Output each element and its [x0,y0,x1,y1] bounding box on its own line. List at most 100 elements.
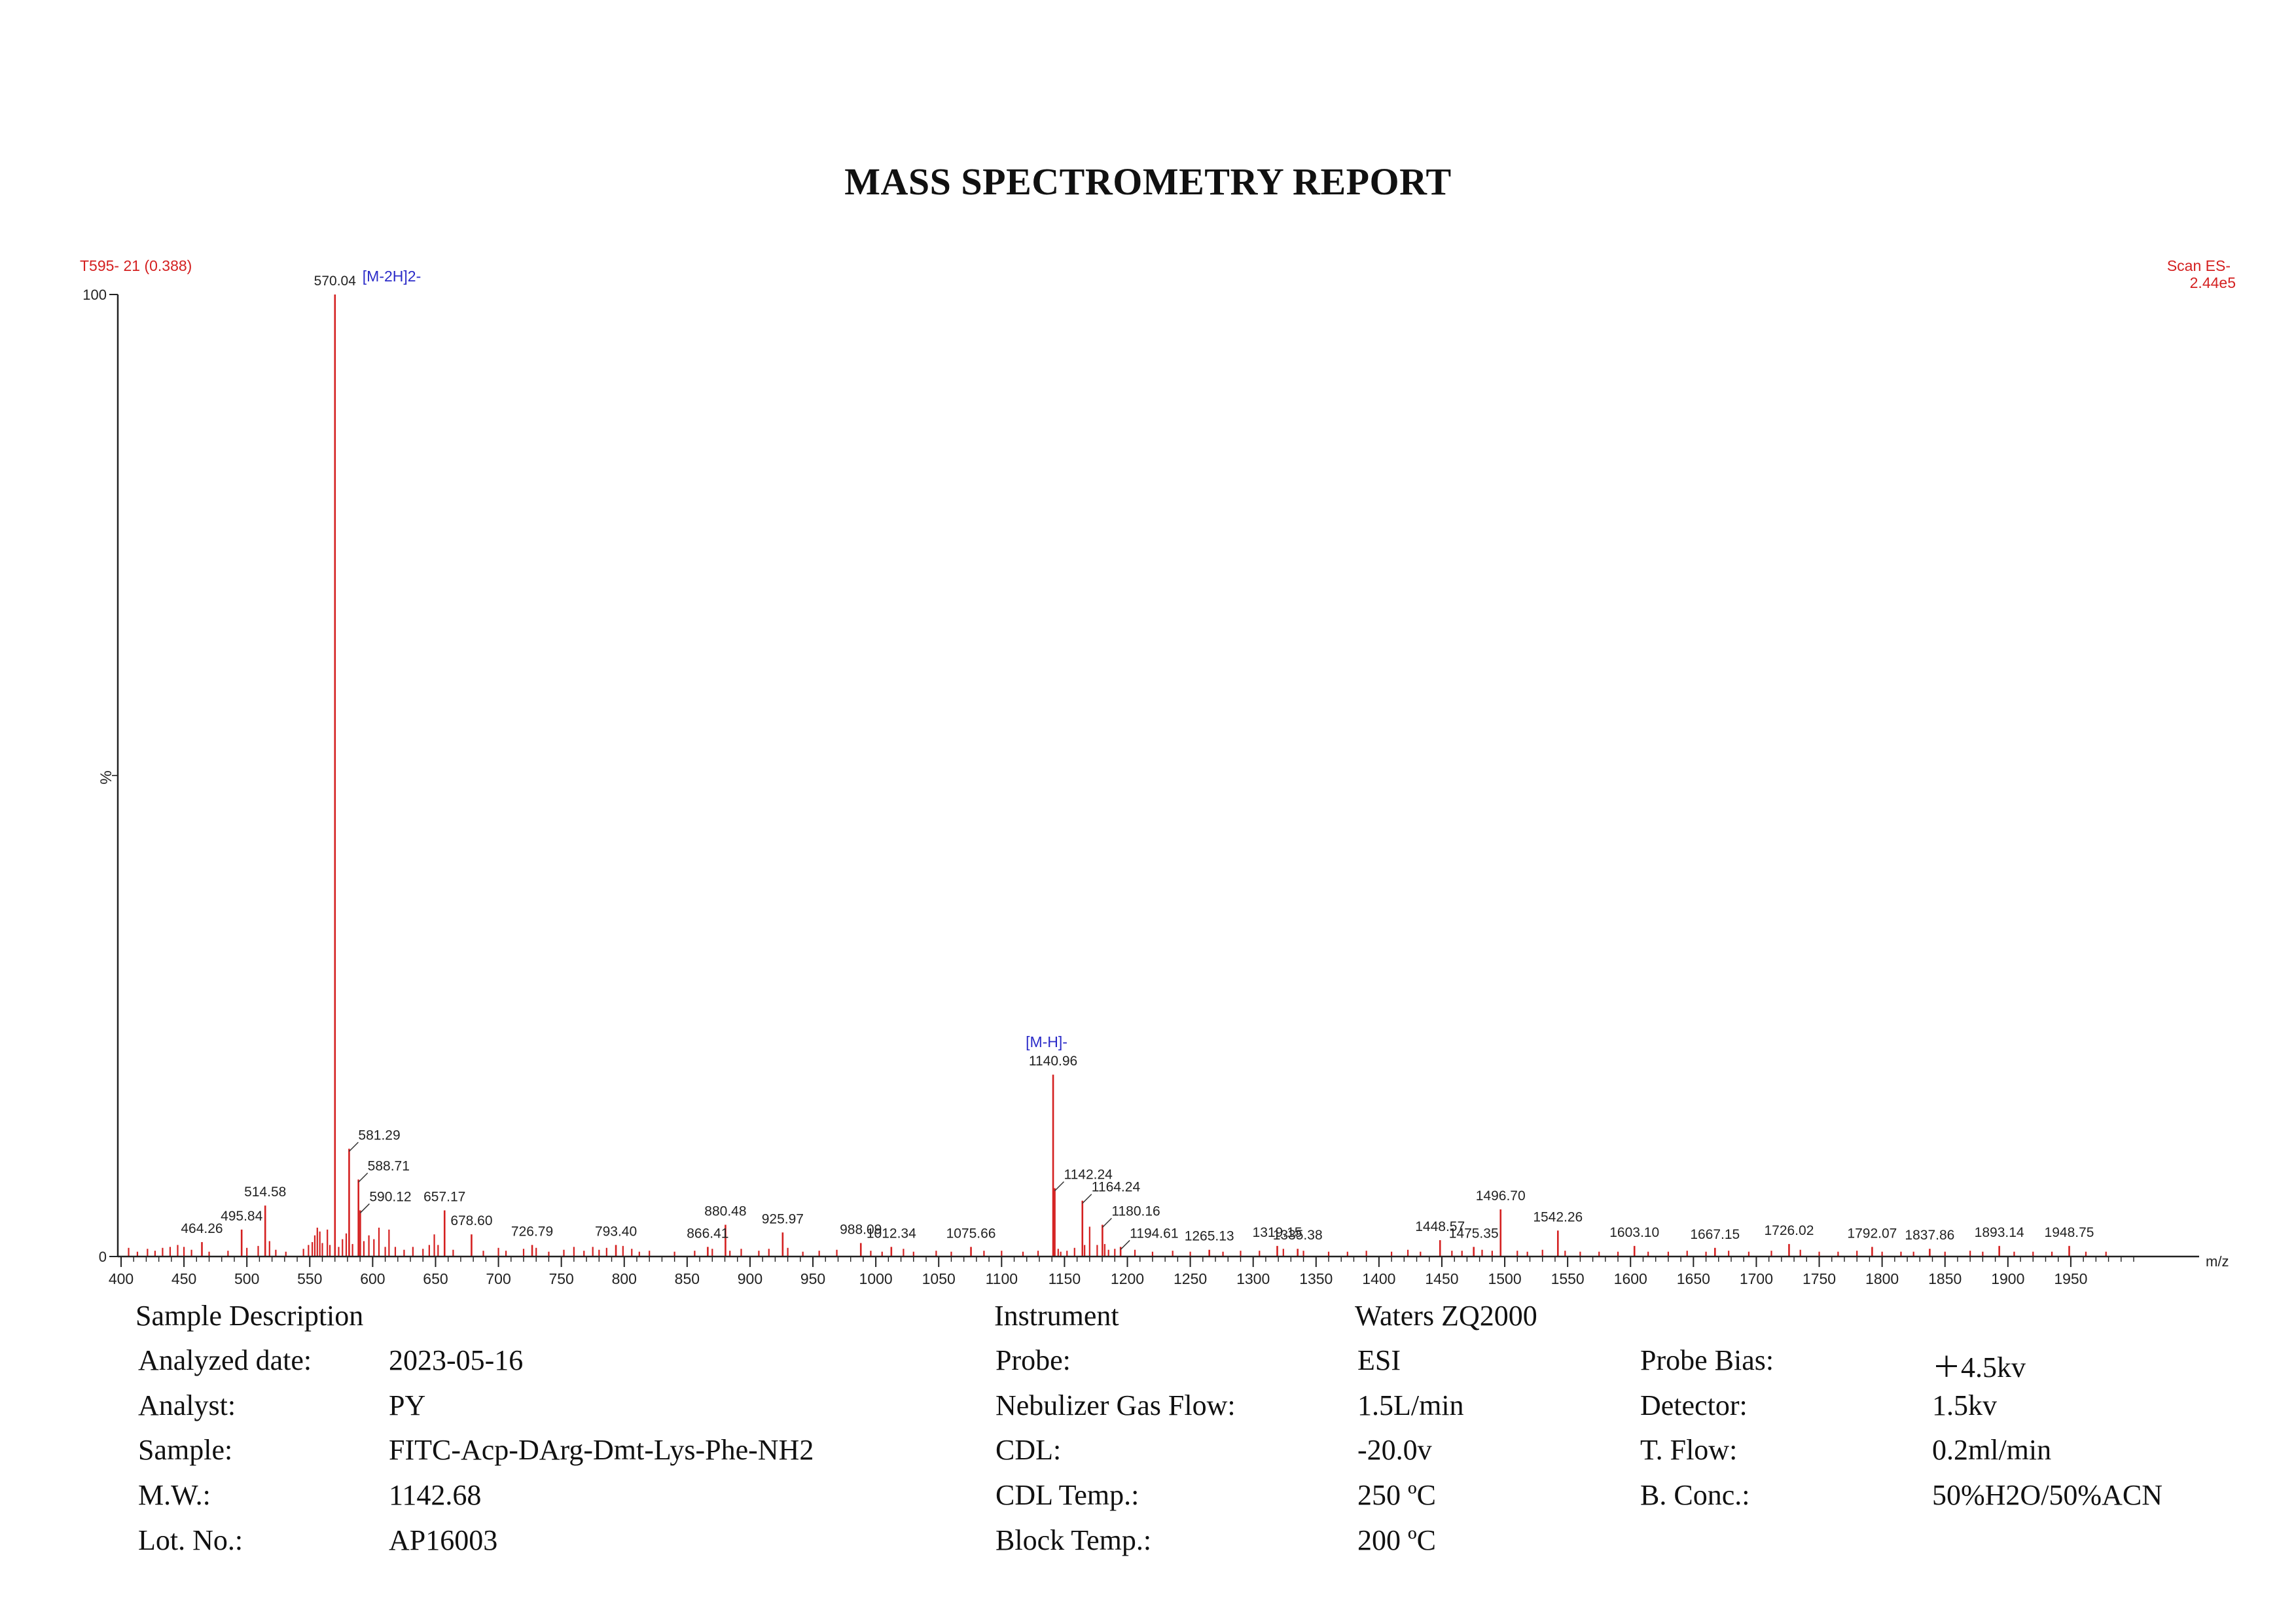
instrument-field-label: Probe: [996,1344,1071,1376]
peak-label: 1075.66 [946,1226,996,1241]
x-axis-label: m/z [2206,1253,2229,1270]
x-tick-label: 900 [738,1270,762,1287]
x-tick-label: 700 [486,1270,511,1287]
sample-field-value: 1142.68 [389,1479,482,1511]
peak-leader-line [348,1141,359,1152]
instrument-name: Waters ZQ2000 [1355,1300,1537,1332]
peak-label: 464.26 [181,1221,223,1236]
instrument-field-value: 50%H2O/50%ACN [1932,1479,2162,1511]
mass-spectrum-chart: 400 450 500 550 600 650 700 750 800 850 900 950 1000… [80,257,2236,1287]
x-tick-label: 1400 [1362,1270,1395,1287]
peak-label: 793.40 [595,1224,637,1239]
sample-field-label: Sample: [138,1434,233,1466]
x-tick-label: 1300 [1236,1270,1270,1287]
peak-label: 1726.02 [1764,1223,1814,1238]
peak-leader-line [359,1203,370,1213]
x-tick-label: 1900 [1991,1270,2024,1287]
x-tick-label: 800 [612,1270,637,1287]
x-tick-label: 1100 [986,1270,1018,1287]
instrument-field-label: Probe Bias: [1640,1344,1774,1376]
peak-label: 495.84 [221,1209,263,1224]
y-axis-label: % [98,770,115,784]
peak-leader-line [1120,1240,1130,1250]
peak-label: 1194.61 [1130,1226,1178,1241]
scan-intensity: 2.44e5 [2190,274,2236,291]
x-tick-label: 750 [548,1270,573,1287]
peak-label: 1475.35 [1449,1226,1499,1241]
x-tick-label: 1650 [1677,1270,1710,1287]
ion-annotation: [M-2H]2- [363,268,421,285]
instrument-field-value: 0.2ml/min [1932,1434,2052,1466]
x-tick-label: 950 [800,1270,825,1287]
peak-label: 925.97 [762,1211,804,1226]
x-tick-label: 1450 [1425,1270,1458,1287]
peak-label: 1893.14 [1975,1225,2024,1240]
instrument-field-value: ＋4.5kv [1932,1351,2026,1383]
peak-label: 1180.16 [1111,1204,1160,1219]
peak-label: 1792.07 [1847,1226,1897,1241]
peak-label: 1837.86 [1905,1228,1954,1243]
x-tick-label: 1050 [922,1270,956,1287]
peak-label: 1448.57 [1415,1219,1465,1234]
peak-label: 1667.15 [1690,1227,1740,1242]
peak-label: 1948.75 [2045,1225,2094,1240]
peak-label: 581.29 [358,1128,400,1143]
instrument-field-value: -20.0v [1357,1434,1432,1466]
peak-label: 657.17 [423,1189,465,1204]
x-tick-label: 1750 [1803,1270,1836,1287]
peak-label: 678.60 [450,1213,492,1228]
instrument-field-value: 250 ºC [1357,1479,1436,1511]
peak-label: 1542.26 [1533,1209,1583,1224]
x-tick-label: 400 [109,1270,134,1287]
x-tick-label: 1850 [1928,1270,1962,1287]
peak-label: 1335.38 [1273,1228,1323,1243]
sample-field-value: AP16003 [389,1524,498,1556]
sample-field-label: Analyzed date: [138,1344,312,1376]
report-title: MASS SPECTROMETRY REPORT [844,160,1452,203]
instrument-field-label: Block Temp.: [996,1524,1152,1556]
sample-field-label: M.W.: [138,1479,211,1511]
instrument-field-value: 200 ºC [1357,1524,1436,1556]
x-tick-label: 600 [360,1270,385,1287]
sample-description-heading: Sample Description [135,1300,364,1332]
peak-label: 1265.13 [1185,1229,1234,1244]
x-tick-label: 1350 [1299,1270,1333,1287]
peak-label: 1012.34 [867,1226,916,1241]
x-tick-label: 650 [423,1270,448,1287]
x-tick-label: 450 [171,1270,196,1287]
instrument-field-value: 1.5kv [1932,1389,1997,1421]
peak-label: 1319.15 [1253,1225,1302,1240]
peak-label: 588.71 [368,1158,410,1173]
x-tick-label: 1950 [2054,1270,2087,1287]
instrument-heading: Instrument [994,1300,1119,1332]
peak-label: 1603.10 [1609,1225,1659,1240]
peak-leader-line [358,1172,368,1183]
x-tick-label: 1000 [859,1270,893,1287]
y-tick-label: 100 [82,287,107,303]
sample-field-label: Lot. No.: [138,1524,243,1556]
instrument-field-label: T. Flow: [1640,1434,1738,1466]
instrument-field-label: Detector: [1640,1389,1748,1421]
sample-field-value: FITC-Acp-DArg-Dmt-Lys-Phe-NH2 [389,1434,814,1466]
peak-label: 1142.24 [1064,1168,1113,1183]
peak-label: 1496.70 [1476,1188,1526,1204]
x-tick-label: 1700 [1740,1270,1773,1287]
x-tick-label: 550 [297,1270,322,1287]
y-tick-label: 0 [99,1249,107,1265]
peak-label: 726.79 [511,1224,553,1239]
sample-field-value: PY [389,1389,426,1421]
ion-annotation: [M-H]- [1026,1033,1067,1050]
peak-label: 590.12 [369,1189,411,1204]
x-tick-label: 850 [675,1270,700,1287]
x-tick-label: 1250 [1174,1270,1207,1287]
x-tick-label: 1150 [1049,1270,1081,1287]
peak-label: 514.58 [244,1185,286,1200]
instrument-field-value: 1.5L/min [1357,1389,1464,1421]
sample-tag: T595- 21 (0.388) [80,257,192,274]
peak-label: 570.04 [314,274,357,289]
peak-leader-line [1102,1217,1112,1228]
x-tick-label: 500 [234,1270,259,1287]
instrument-field-label: CDL: [996,1434,1062,1466]
peak-label: 1140.96 [1029,1054,1077,1069]
peak-label: 1164.24 [1092,1180,1141,1195]
